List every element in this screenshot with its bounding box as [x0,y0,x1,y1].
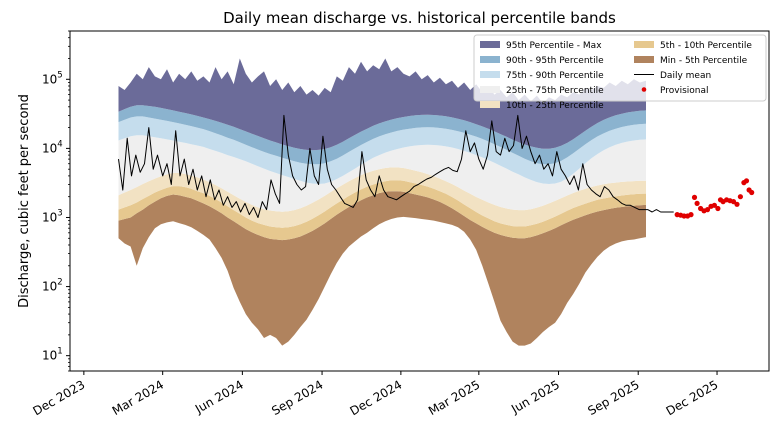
legend-swatch [634,56,654,63]
legend-label: 75th - 90th Percentile [506,71,604,81]
legend-swatch [480,86,500,93]
legend-box [473,34,767,102]
band-min-5th [118,191,646,346]
provisional-point [730,199,737,205]
provisional-point [688,212,694,218]
legend-label: Daily mean [660,71,711,81]
x-tick-label: Mar 2024 [110,377,166,418]
x-tick-label: Dec 2024 [348,377,405,418]
y-tick-label: 101 [42,347,63,363]
band-90th-95th [118,105,646,165]
x-tick-label: Sep 2024 [269,377,325,418]
provisional-point [734,201,740,207]
legend-swatch [480,56,500,63]
provisional-point [694,200,700,206]
x-axis: Dec 2023 Mar 2024 Jun 2024 Sep 2024 Dec 2024… [30,371,721,418]
provisional-point [691,194,698,200]
y-axis: 101 102 103 104 105 [42,30,70,372]
y-tick-label: 105 [42,70,63,86]
legend-dot-swatch [641,87,647,92]
legend-label: Min - 5th Percentile [660,56,748,66]
provisional-point [737,194,744,200]
x-tick-label: Dec 2025 [664,377,721,418]
provisional-series [674,178,755,219]
y-axis-label: Discharge, cubic feet per second [17,94,32,308]
legend-swatch [480,71,500,78]
x-tick-label: Sep 2025 [585,377,641,418]
legend-swatch [480,101,500,108]
x-tick-label: Jun 2024 [192,377,246,416]
daily-mean-line [118,114,674,218]
daily-mean-series [118,114,674,218]
legend-label: 95th Percentile - Max [506,41,602,51]
x-tick-label: Jun 2025 [508,377,562,416]
legend: 95th Percentile - Max 90th - 95th Percent… [473,34,767,111]
provisional-point [743,178,750,184]
y-tick-label: 104 [42,139,63,155]
legend-label: 5th - 10th Percentile [660,41,752,51]
x-tick-label: Dec 2023 [30,377,87,418]
legend-label: 90th - 95th Percentile [506,56,604,66]
plot-frame [69,30,770,372]
y-tick-label: 103 [42,208,63,224]
band-75th-90th [118,116,646,184]
provisional-point [749,189,755,196]
legend-swatch [634,41,654,48]
provisional-point [711,202,718,208]
provisional-point [704,207,711,213]
band-95th-max [118,58,646,151]
band-5th-10th [118,180,646,241]
chart-title: Daily mean discharge vs. historical perc… [223,9,616,27]
y-tick-label: 102 [42,278,63,294]
legend-swatch [480,41,500,48]
band-25th-75th [118,135,646,212]
provisional-point [715,205,721,212]
legend-label: 10th - 25th Percentile [506,101,604,111]
legend-label: Provisional [660,86,709,96]
x-tick-label: Mar 2025 [426,377,482,418]
legend-label: 25th - 75th Percentile [506,86,604,96]
